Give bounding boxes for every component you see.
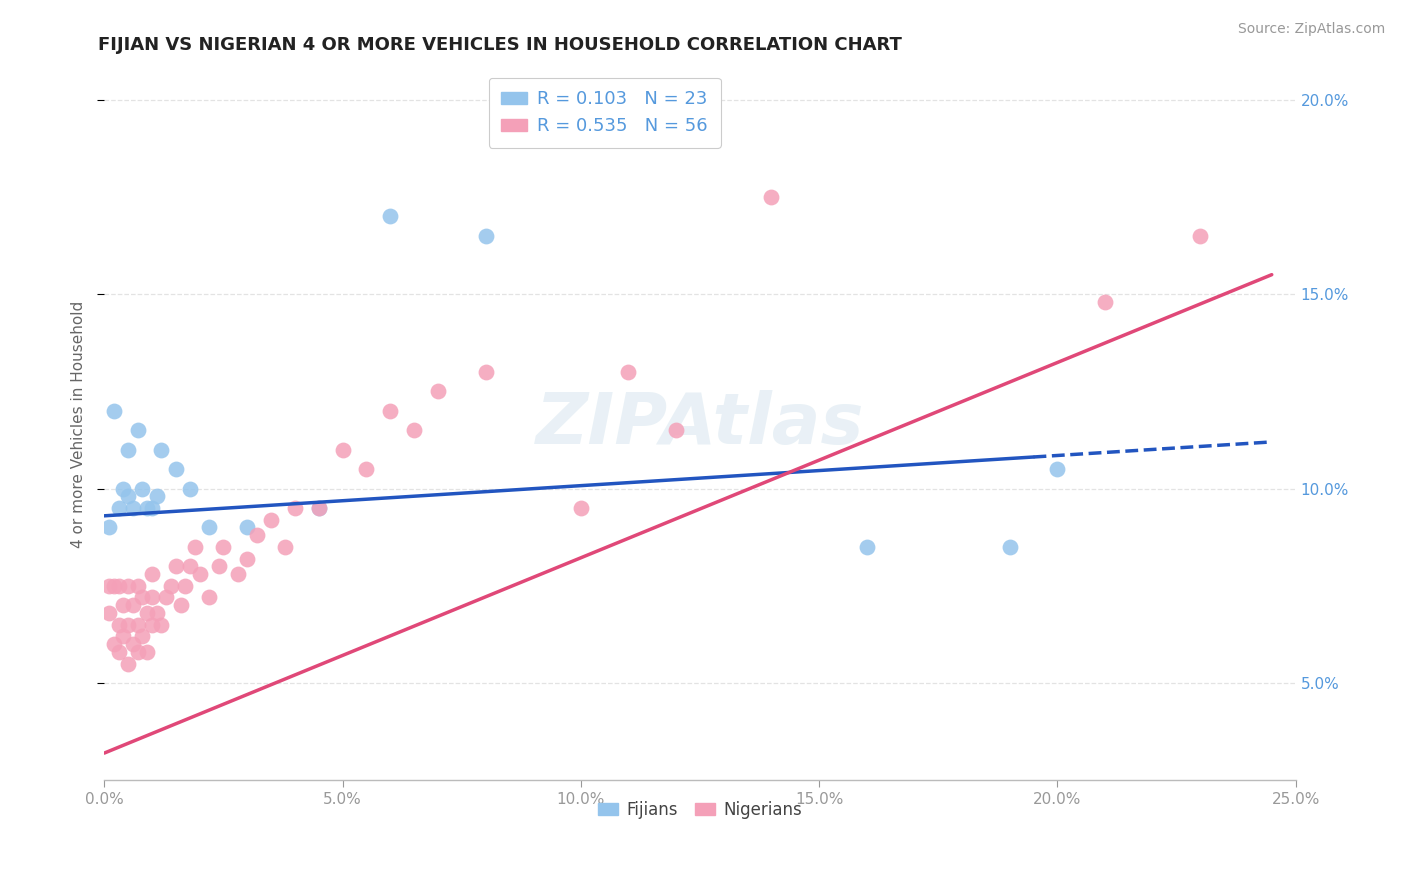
Point xyxy=(236,520,259,534)
Point xyxy=(127,617,149,632)
Point xyxy=(136,645,159,659)
Point xyxy=(1094,294,1116,309)
Point xyxy=(998,540,1021,554)
Point xyxy=(117,617,139,632)
Point xyxy=(1046,462,1069,476)
Point xyxy=(117,489,139,503)
Point xyxy=(117,579,139,593)
Point xyxy=(274,540,297,554)
Point xyxy=(212,540,235,554)
Point xyxy=(127,579,149,593)
Point xyxy=(98,520,121,534)
Point xyxy=(426,384,449,399)
Point xyxy=(402,423,425,437)
Point xyxy=(179,559,201,574)
Point xyxy=(198,591,221,605)
Point xyxy=(117,442,139,457)
Point xyxy=(160,579,183,593)
Point xyxy=(150,442,173,457)
Point xyxy=(127,645,149,659)
Point xyxy=(103,637,125,651)
Point xyxy=(112,482,135,496)
Point xyxy=(103,579,125,593)
Point xyxy=(103,404,125,418)
Point xyxy=(569,501,592,516)
Text: FIJIAN VS NIGERIAN 4 OR MORE VEHICLES IN HOUSEHOLD CORRELATION CHART: FIJIAN VS NIGERIAN 4 OR MORE VEHICLES IN… xyxy=(98,36,903,54)
Point xyxy=(380,210,402,224)
Point xyxy=(236,551,259,566)
Point xyxy=(188,567,211,582)
Y-axis label: 4 or more Vehicles in Household: 4 or more Vehicles in Household xyxy=(72,301,86,548)
Point xyxy=(136,606,159,620)
Point xyxy=(761,190,783,204)
Point xyxy=(226,567,249,582)
Text: ZIPAtlas: ZIPAtlas xyxy=(536,390,865,458)
Point xyxy=(855,540,877,554)
Point xyxy=(179,482,201,496)
Point xyxy=(122,501,145,516)
Point xyxy=(155,591,177,605)
Point xyxy=(665,423,688,437)
Point xyxy=(117,657,139,671)
Point xyxy=(107,579,129,593)
Point xyxy=(474,228,496,243)
Point xyxy=(122,637,145,651)
Point xyxy=(98,579,121,593)
Point xyxy=(107,645,129,659)
Point xyxy=(131,629,153,643)
Point xyxy=(332,442,354,457)
Point xyxy=(165,559,187,574)
Point xyxy=(284,501,307,516)
Point xyxy=(127,423,149,437)
Point xyxy=(474,365,496,379)
Point xyxy=(107,501,129,516)
Point xyxy=(145,489,167,503)
Point xyxy=(141,501,163,516)
Point xyxy=(141,591,163,605)
Point xyxy=(617,365,640,379)
Point xyxy=(380,404,402,418)
Point xyxy=(107,617,129,632)
Legend: Fijians, Nigerians: Fijians, Nigerians xyxy=(592,794,808,825)
Point xyxy=(356,462,378,476)
Point xyxy=(112,629,135,643)
Point xyxy=(198,520,221,534)
Point xyxy=(169,599,191,613)
Point xyxy=(131,591,153,605)
Point xyxy=(1189,228,1212,243)
Point xyxy=(141,617,163,632)
Point xyxy=(184,540,207,554)
Point xyxy=(136,501,159,516)
Point xyxy=(98,606,121,620)
Point xyxy=(308,501,330,516)
Point xyxy=(174,579,197,593)
Point xyxy=(141,567,163,582)
Point xyxy=(308,501,330,516)
Point xyxy=(145,606,167,620)
Point xyxy=(208,559,231,574)
Point xyxy=(246,528,269,542)
Point xyxy=(122,599,145,613)
Point xyxy=(150,617,173,632)
Point xyxy=(131,482,153,496)
Point xyxy=(165,462,187,476)
Point xyxy=(260,513,283,527)
Point xyxy=(112,599,135,613)
Text: Source: ZipAtlas.com: Source: ZipAtlas.com xyxy=(1237,22,1385,37)
